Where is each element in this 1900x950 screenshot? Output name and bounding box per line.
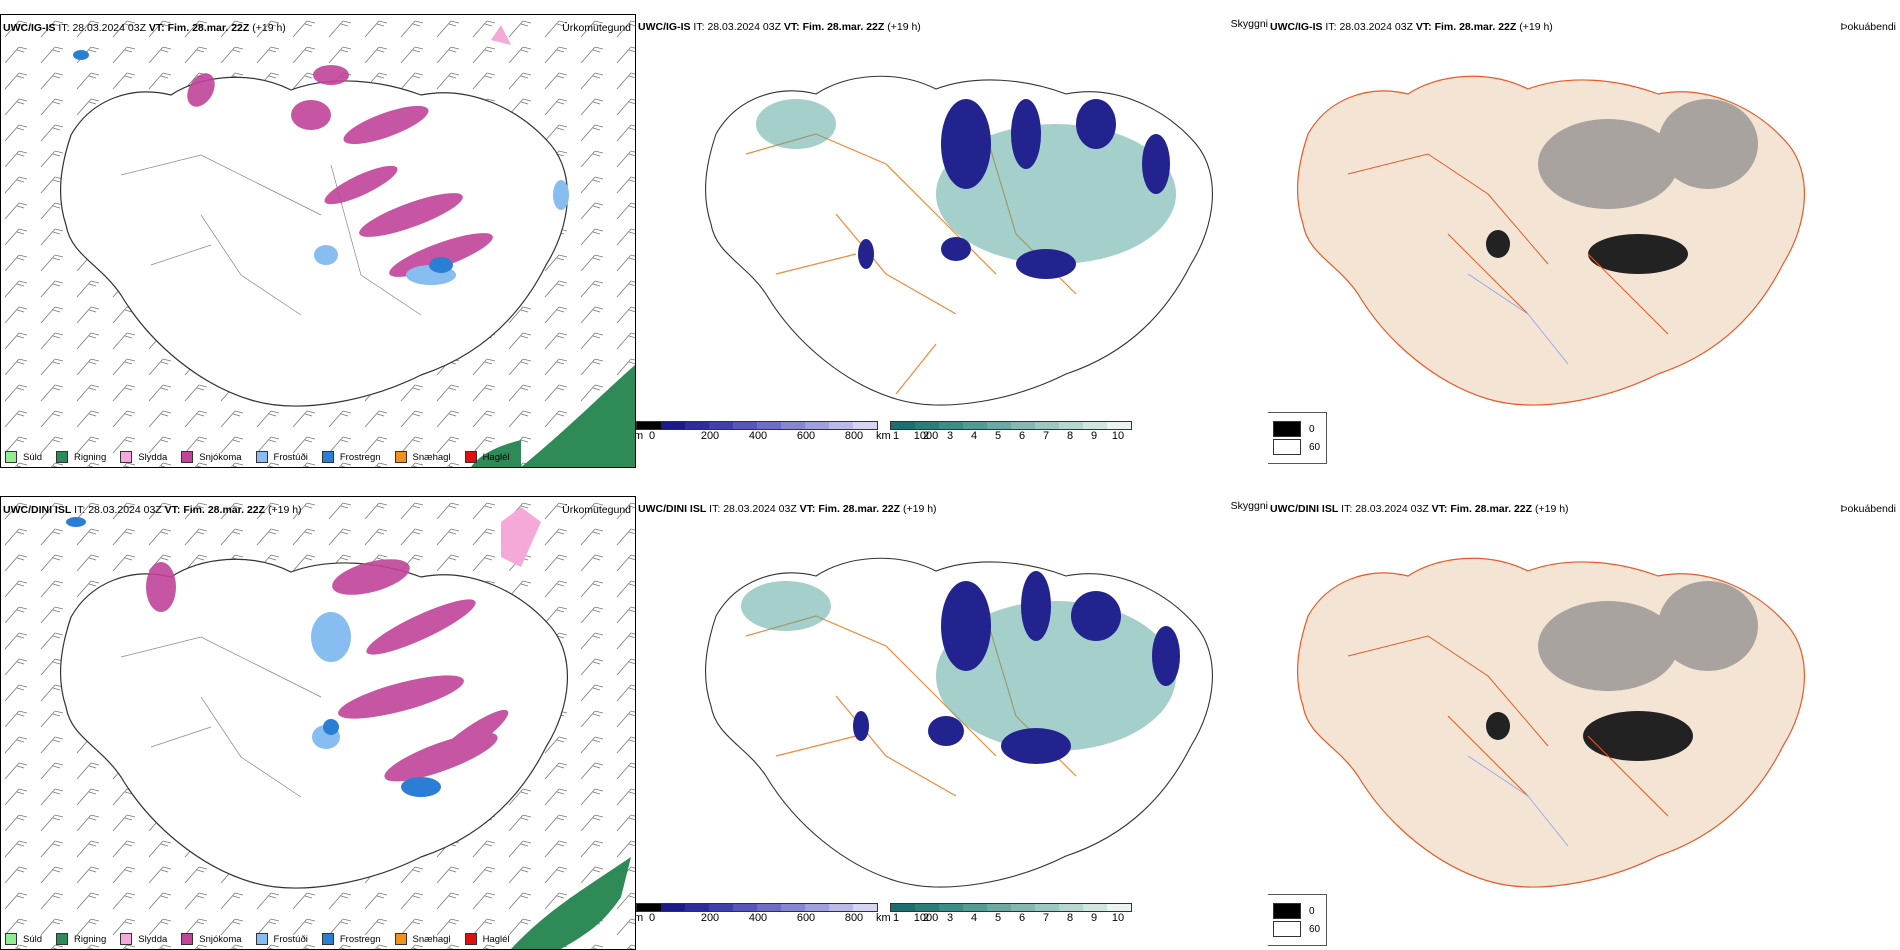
legend-item-frostregn: Frostregn — [321, 451, 381, 463]
legend-item-haglel: Haglél — [464, 451, 510, 463]
precip-type-map-bottom — [1, 497, 635, 949]
fog-map-bottom — [1296, 557, 1805, 888]
swatch — [255, 451, 268, 463]
precip-legend: Súld Rigning Slydda Snjókoma Frostúði Fr… — [5, 451, 510, 463]
panel-title: UWC/IG-IS IT: 28.03.2024 03Z VT: Fim. 28… — [638, 21, 921, 33]
panel-label: Skyggni — [1230, 18, 1268, 30]
swatch — [394, 451, 407, 463]
visibility-panel-top: UWC/IG-IS IT: 28.03.2024 03Z VT: Fim. 28… — [636, 14, 1268, 466]
visibility-map-top — [705, 75, 1213, 406]
panel-title: UWC/IG-IS IT: 28.03.2024 03Z VT: Fim. 28… — [3, 22, 286, 34]
legend-item-rigning: Rigning — [56, 451, 106, 463]
legend-item-snjokoma: Snjókoma — [181, 451, 242, 463]
model-name: UWC/IG-IS — [3, 22, 56, 34]
precip-type-map-top — [1, 15, 635, 467]
legend-item-snaehagl: Snæhagl — [394, 451, 451, 463]
fog-panel-top: UWC/IG-IS IT: 28.03.2024 03Z VT: Fim. 28… — [1268, 14, 1900, 466]
visibility-colorbar: m 0 200 400 600 800 1000 km 1 2 3 4 5 6 — [636, 421, 1246, 451]
panel-title: UWC/IG-IS IT: 28.03.2024 03Z VT: Fim. 28… — [1270, 21, 1553, 33]
precip-legend: Súld Rigning Slydda Snjókoma Frostúði Fr… — [5, 933, 510, 945]
fog-map-top — [1296, 75, 1805, 406]
panel-title: UWC/DINI ISL IT: 28.03.2024 03Z VT: Fim.… — [1270, 503, 1569, 515]
fog-panel-bottom: UWC/DINI ISL IT: 28.03.2024 03Z VT: Fim.… — [1268, 496, 1900, 948]
swatch — [120, 451, 133, 463]
panel-title: UWC/DINI ISL IT: 28.03.2024 03Z VT: Fim.… — [3, 504, 302, 516]
visibility-colorbar: m 0 200 400 600 800 1000 km 1 2 3 4 5 6 — [636, 903, 1246, 933]
swatch — [5, 451, 17, 463]
visibility-panel-bottom: UWC/DINI ISL IT: 28.03.2024 03Z VT: Fim.… — [636, 496, 1268, 948]
swatch — [464, 451, 477, 463]
precip-type-panel-bottom: UWC/DINI ISL IT: 28.03.2024 03Z VT: Fim.… — [0, 496, 636, 950]
fog-legend: 0 60 — [1268, 412, 1328, 464]
fog-legend: 0 60 — [1268, 894, 1328, 946]
panel-label: Skyggni — [1230, 500, 1268, 512]
panel-label: Þokuábendi — [1840, 21, 1896, 33]
init-time: 28.03.2024 03Z — [72, 22, 146, 34]
colorbar-km: km 1 2 3 4 5 6 7 8 9 10 — [876, 421, 1132, 442]
swatch — [321, 451, 334, 463]
swatch — [56, 451, 69, 463]
panel-label: Þokuábendi — [1840, 503, 1896, 515]
colorbar-meters: m 0 200 400 600 800 1000 — [636, 421, 938, 442]
panel-label: Úrkomutegund — [562, 22, 631, 34]
valid-time: Fim. 28.mar. 22Z — [167, 22, 250, 34]
legend-item-frostudi: Frostúði — [255, 451, 308, 463]
lead-time: (+19 h) — [252, 22, 286, 34]
colorbar-cells — [636, 421, 878, 430]
legend-item-sudl: Súld — [5, 451, 42, 463]
precip-type-panel-top: UWC/IG-IS IT: 28.03.2024 03Z VT: Fim. 28… — [0, 14, 636, 468]
iceland-outline — [59, 76, 568, 407]
swatch — [181, 451, 194, 463]
panel-label: Úrkomutegund — [562, 504, 631, 516]
visibility-map-bottom — [705, 557, 1213, 888]
panel-title: UWC/DINI ISL IT: 28.03.2024 03Z VT: Fim.… — [638, 503, 937, 515]
legend-item-slydda: Slydda — [120, 451, 167, 463]
